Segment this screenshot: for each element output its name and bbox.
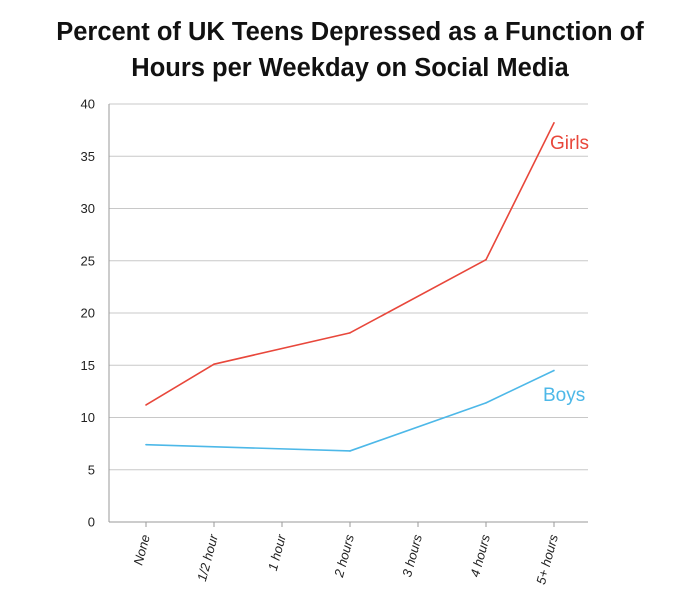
- data-point-girls-3: [485, 258, 487, 261]
- x-axis-ticks: None 1/2 hour 1 hour 2 hours 3 hours 4 hours 5…: [130, 522, 561, 586]
- y-axis-ticks: 0 5 10 15 20 25 30 35 40: [81, 97, 95, 530]
- x-tick-label-5: 4 hours: [467, 532, 493, 578]
- chart-title-line-1: Percent of UK Teens Depressed as a Funct…: [56, 18, 644, 46]
- y-tick-label-25: 25: [81, 253, 95, 268]
- series-labels: Girls Boys: [543, 133, 589, 406]
- y-tick-label-40: 40: [81, 97, 95, 112]
- x-tick-label-4: 3 hours: [399, 532, 425, 578]
- x-tick-label-6: 5+ hours: [533, 532, 561, 586]
- y-tick-label-35: 35: [81, 149, 95, 164]
- series-lines: [145, 122, 555, 452]
- data-point-boys-0: [145, 443, 147, 446]
- data-point-girls-2: [349, 332, 351, 334]
- y-tick-label-10: 10: [81, 410, 95, 425]
- y-tick-label-30: 30: [81, 201, 95, 216]
- series-line-boys: [145, 369, 555, 452]
- x-tick-label-1: 1/2 hour: [194, 532, 221, 583]
- data-point-girls-1: [213, 363, 215, 366]
- x-tick-label-3: 2 hours: [331, 532, 357, 579]
- series-line-girls: [145, 122, 555, 406]
- series-label-girls: Girls: [550, 133, 589, 154]
- data-point-girls-0: [145, 404, 147, 406]
- data-point-girls-4: [553, 122, 555, 124]
- data-point-boys-3: [553, 369, 555, 372]
- y-tick-label-5: 5: [88, 462, 95, 477]
- chart-title-line-2: Hours per Weekday on Social Media: [131, 54, 569, 82]
- x-tick-label-2: 1 hour: [265, 532, 289, 572]
- y-tick-label-0: 0: [88, 515, 95, 530]
- chart-title: Percent of UK Teens Depressed as a Funct…: [0, 14, 700, 86]
- grid-lines: [109, 103, 588, 471]
- data-point-boys-1: [349, 450, 351, 452]
- y-tick-label-15: 15: [81, 358, 95, 373]
- x-tick-label-0: None: [130, 533, 153, 567]
- series-label-boys: Boys: [543, 385, 585, 406]
- y-tick-label-20: 20: [81, 306, 95, 321]
- axes: [108, 104, 588, 523]
- data-point-boys-2: [485, 402, 487, 404]
